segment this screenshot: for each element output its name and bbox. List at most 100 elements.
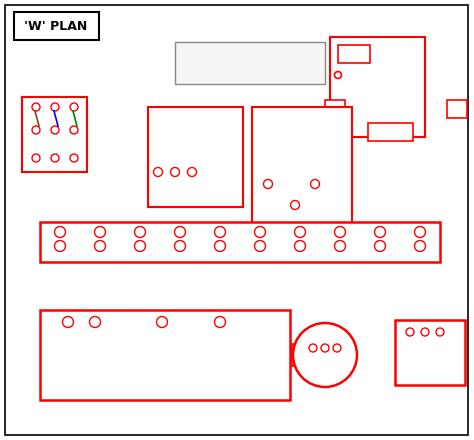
- Text: CYLINDER: CYLINDER: [275, 127, 324, 137]
- Text: BROWN: BROWN: [201, 83, 219, 88]
- Text: V4044: V4044: [356, 14, 384, 22]
- Circle shape: [135, 241, 146, 252]
- Circle shape: [309, 344, 317, 352]
- Text: N: N: [91, 333, 99, 341]
- Circle shape: [333, 344, 341, 352]
- Bar: [330, 37, 425, 137]
- Bar: [252, 107, 352, 227]
- Circle shape: [32, 103, 40, 111]
- Text: A: A: [433, 109, 438, 117]
- Circle shape: [414, 227, 426, 238]
- Bar: [338, 45, 370, 63]
- Circle shape: [154, 168, 163, 176]
- Circle shape: [374, 227, 385, 238]
- Circle shape: [321, 344, 329, 352]
- Text: CHASSISYELLOW: CHASSISYELLOW: [165, 97, 200, 101]
- Circle shape: [215, 316, 226, 327]
- Circle shape: [374, 241, 385, 252]
- Text: 2: 2: [266, 171, 270, 177]
- Circle shape: [294, 241, 306, 252]
- Bar: [322, 344, 334, 366]
- Circle shape: [32, 154, 40, 162]
- Bar: [292, 344, 304, 366]
- Circle shape: [70, 154, 78, 162]
- Circle shape: [51, 126, 59, 134]
- Circle shape: [174, 227, 185, 238]
- Circle shape: [215, 241, 226, 252]
- Text: TIME CONTROLLER: TIME CONTROLLER: [118, 385, 211, 395]
- Text: AB: AB: [390, 117, 400, 125]
- Text: BROWN: BROWN: [242, 90, 258, 94]
- Bar: [395, 320, 465, 385]
- Text: L: L: [65, 333, 71, 341]
- Circle shape: [255, 241, 265, 252]
- Circle shape: [215, 227, 226, 238]
- Circle shape: [70, 126, 78, 134]
- Text: WIRING DIAGRAMS CENTRAL HEAT: WIRING DIAGRAMS CENTRAL HEAT: [45, 397, 130, 403]
- Text: ROOM STAT: ROOM STAT: [167, 127, 223, 137]
- Text: NO POWER TO VALVE  =  HW ONLY: NO POWER TO VALVE = HW ONLY: [178, 50, 254, 54]
- Text: Rev1b: Rev1b: [273, 397, 290, 403]
- Text: 3*: 3*: [188, 160, 196, 166]
- Circle shape: [32, 126, 40, 134]
- Circle shape: [406, 328, 414, 336]
- Text: N E L: N E L: [414, 341, 436, 349]
- Text: T6360B: T6360B: [176, 115, 214, 125]
- Text: N: N: [52, 88, 58, 96]
- Circle shape: [94, 241, 106, 252]
- Circle shape: [55, 241, 65, 252]
- Text: DIVERTER VALVE: DIVERTER VALVE: [333, 23, 407, 33]
- Text: STAT: STAT: [289, 138, 311, 148]
- Circle shape: [171, 168, 180, 176]
- Circle shape: [264, 180, 273, 188]
- Circle shape: [421, 328, 429, 336]
- Text: B: B: [346, 109, 351, 117]
- Text: CH: CH: [155, 333, 168, 341]
- Circle shape: [55, 227, 65, 238]
- Text: 1*: 1*: [291, 192, 299, 198]
- Circle shape: [294, 227, 306, 238]
- Text: 1: 1: [173, 160, 177, 166]
- Text: N: N: [265, 158, 271, 168]
- Circle shape: [291, 201, 300, 209]
- Circle shape: [63, 316, 73, 327]
- Text: L641A: L641A: [285, 115, 315, 125]
- Bar: [325, 100, 345, 118]
- Text: BOILER: BOILER: [407, 390, 443, 400]
- Text: 9: 9: [386, 235, 390, 241]
- Text: C: C: [312, 158, 318, 168]
- Text: CH: CH: [456, 106, 466, 114]
- Bar: [175, 42, 325, 84]
- Circle shape: [51, 154, 59, 162]
- Text: BOILER: BOILER: [377, 129, 402, 135]
- Text: HW: HW: [212, 333, 228, 341]
- Text: 3: 3: [146, 235, 150, 241]
- Text: 6: 6: [266, 235, 270, 241]
- Bar: [368, 123, 413, 141]
- Text: PUMP: PUMP: [311, 390, 339, 400]
- Text: SUPPLY: SUPPLY: [39, 48, 71, 56]
- Text: HW: HW: [312, 106, 326, 114]
- Bar: [447, 100, 467, 118]
- Circle shape: [310, 180, 319, 188]
- Text: N E L: N E L: [314, 356, 336, 364]
- Text: E: E: [72, 88, 77, 96]
- Bar: [22, 97, 87, 172]
- Circle shape: [414, 241, 426, 252]
- Circle shape: [436, 328, 444, 336]
- Text: 10: 10: [423, 235, 432, 241]
- Text: 8: 8: [346, 235, 350, 241]
- Bar: [40, 222, 440, 262]
- Circle shape: [174, 241, 185, 252]
- Circle shape: [135, 227, 146, 238]
- Circle shape: [255, 227, 265, 238]
- Text: N: N: [162, 148, 168, 158]
- Circle shape: [70, 103, 78, 111]
- Text: 'W' PLAN: 'W' PLAN: [24, 21, 88, 33]
- Circle shape: [94, 227, 106, 238]
- Bar: [40, 310, 290, 400]
- Text: L: L: [34, 88, 38, 96]
- Circle shape: [188, 168, 197, 176]
- Text: 1: 1: [66, 235, 70, 241]
- Text: 230V: 230V: [44, 58, 67, 66]
